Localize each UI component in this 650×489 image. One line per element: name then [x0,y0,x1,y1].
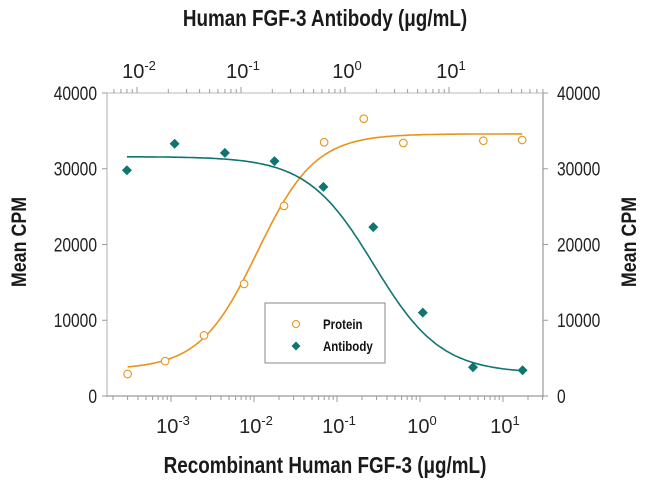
x-bottom-tick-label: 10-2 [239,413,273,438]
data-points [121,114,528,379]
x-top-tick-label: 101 [436,58,465,83]
y-tick-label-right: 20000 [557,234,600,256]
protein-data-point [517,135,527,145]
legend-label: Antibody [323,338,374,354]
x-top-tick-label: 100 [332,58,361,83]
legend-box [264,302,386,364]
legend: Protein Antibody [264,302,386,364]
x-top-tick-label: 10-2 [122,58,156,83]
legend-protein-marker-icon [291,319,301,329]
antibody-data-point [517,365,528,376]
protein-data-point [398,138,408,148]
protein-fit-curve [127,133,523,368]
x-bottom-tick-label: 10-3 [156,413,190,438]
y-tick-label-right: 40000 [557,83,600,105]
fit-curves [126,133,523,372]
antibody-data-point [269,156,280,167]
antibody-data-point [368,222,379,233]
y-tick-label-left: 10000 [54,310,97,332]
antibody-data-point [467,362,478,373]
y-tick-label-left: 30000 [54,158,97,180]
x-bottom-tick-label: 100 [407,413,436,438]
antibody-data-point [121,165,132,176]
legend-antibody-marker-icon [291,341,301,351]
y-tick-label-left: 0 [88,386,97,408]
chart-title-bottom-axis: Recombinant Human FGF-3 (μg/mL) [163,452,487,478]
y-tick-label-right: 10000 [557,310,600,332]
x-bottom-tick-label: 10-1 [322,413,356,438]
axes: 0 0 10000 10000 20000 20000 30000 30000 40000 400… [54,58,601,438]
y-tick-label-right: 30000 [557,158,600,180]
y-tick-label-right: 0 [557,386,566,408]
chart-title-top-axis: Human FGF-3 Antibody (μg/mL) [182,5,468,31]
y-tick-label-left: 20000 [54,234,97,256]
antibody-data-point [417,307,428,318]
antibody-data-point [219,147,230,158]
x-top-tick-label: 10-1 [226,58,260,83]
antibody-data-point [318,181,329,192]
protein-data-point [239,279,249,289]
antibody-fit-curve [126,156,523,372]
legend-label: Protein [323,316,363,332]
protein-data-point [319,137,329,147]
protein-data-point [479,136,488,146]
antibody-data-point [169,138,180,149]
protein-data-point [123,369,132,379]
protein-data-point [199,331,209,340]
protein-data-point [359,114,369,124]
protein-data-point [160,356,170,366]
y-tick-label-left: 40000 [54,83,97,105]
protein-data-point [279,201,289,211]
x-bottom-tick-label: 101 [490,413,519,438]
